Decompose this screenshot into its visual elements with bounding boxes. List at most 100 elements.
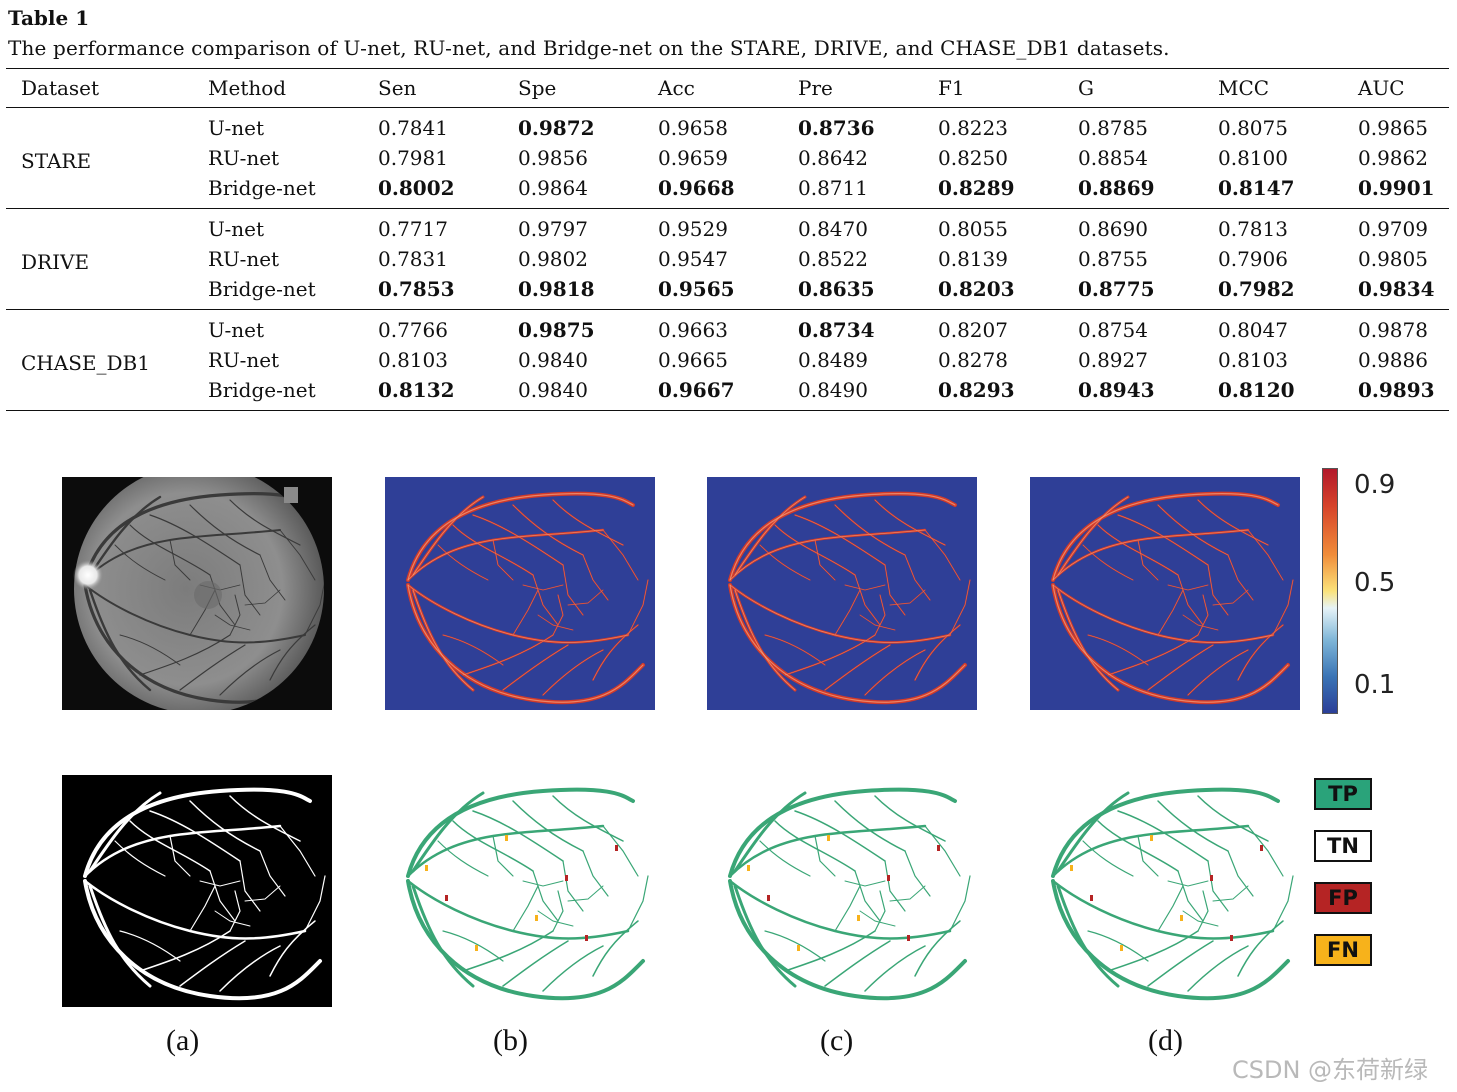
col-header: Pre bbox=[798, 76, 833, 100]
vessel-segment bbox=[532, 574, 559, 626]
metric-cell: 0.8120 bbox=[1218, 378, 1295, 402]
vessel-segment bbox=[512, 589, 539, 636]
vessel-segment bbox=[949, 579, 971, 636]
error-speck bbox=[747, 865, 750, 871]
vessel-segment bbox=[1212, 885, 1249, 902]
subfigure-label-d: (d) bbox=[1148, 1024, 1183, 1057]
vessel-segment bbox=[824, 644, 891, 691]
dataset-group: CHASE_DB1 U-net 0.7766 0.9875 0.9663 0.8734 0.… bbox=[6, 310, 1449, 411]
error-speck bbox=[535, 915, 538, 921]
vessel-segment bbox=[114, 840, 166, 877]
vessel-segment bbox=[784, 634, 876, 676]
method-cell: RU-net bbox=[208, 247, 280, 271]
vessel-segment bbox=[259, 554, 286, 601]
metric-cell: 0.8293 bbox=[938, 378, 1015, 402]
vessel-segment bbox=[562, 564, 584, 616]
metric-cell: 0.8522 bbox=[798, 247, 868, 271]
vessel-segment bbox=[179, 940, 246, 987]
vessel-segment bbox=[537, 614, 574, 631]
vessel-segment bbox=[88, 791, 162, 873]
vessel-segment bbox=[1207, 564, 1229, 616]
metric-cell: 0.8869 bbox=[1078, 176, 1155, 200]
dataset-cell: CHASE_DB1 bbox=[21, 350, 150, 375]
vessel-segment bbox=[437, 840, 489, 877]
vessel-segment bbox=[1082, 840, 1134, 877]
error-speck bbox=[425, 865, 428, 871]
vessel-segment bbox=[1227, 554, 1254, 601]
vessel-segment bbox=[129, 820, 211, 872]
col-header: Method bbox=[208, 76, 287, 100]
vessel-segment bbox=[774, 820, 856, 872]
metric-cell: 0.9865 bbox=[1358, 116, 1428, 140]
error-speck bbox=[887, 875, 890, 881]
metric-cell: 0.8927 bbox=[1078, 348, 1148, 372]
vessel-segment bbox=[729, 493, 956, 581]
vessel-segment bbox=[1137, 539, 1159, 581]
colorbar-tick: 0.5 bbox=[1354, 568, 1396, 598]
performance-table: Dataset Method Sen Spe Acc Pre F1 G MCC … bbox=[6, 68, 1449, 411]
metric-cell: 0.8100 bbox=[1218, 146, 1288, 170]
metric-cell: 0.9834 bbox=[1358, 277, 1435, 301]
metric-cell: 0.9862 bbox=[1358, 146, 1428, 170]
vessel-segment bbox=[602, 529, 639, 581]
metric-cell: 0.8943 bbox=[1078, 378, 1155, 402]
vessel-segment bbox=[854, 870, 881, 922]
error-speck bbox=[907, 935, 910, 941]
vessel-segment bbox=[88, 884, 152, 988]
vessel-segment bbox=[794, 514, 886, 566]
method-cell: Bridge-net bbox=[208, 378, 316, 402]
vessel-segment bbox=[472, 514, 564, 566]
vessel-segment bbox=[492, 539, 514, 581]
vessel-segment bbox=[734, 589, 796, 691]
vessel-segment bbox=[442, 930, 504, 962]
table-caption: The performance comparison of U-net, RU-… bbox=[8, 36, 1170, 60]
vessel-segment bbox=[1097, 820, 1179, 872]
metric-cell: 0.7813 bbox=[1218, 217, 1288, 241]
metric-cell: 0.9667 bbox=[658, 378, 735, 402]
table-row: DRIVE U-net 0.7717 0.9797 0.9529 0.8470 0.8055… bbox=[6, 209, 1449, 274]
metric-cell: 0.9840 bbox=[518, 348, 588, 372]
ground-truth-mask bbox=[62, 775, 332, 1007]
metric-cell: 0.9875 bbox=[518, 318, 595, 342]
vessel-segment bbox=[304, 875, 326, 932]
dataset-cell: STARE bbox=[21, 148, 92, 173]
vessel-segment bbox=[602, 825, 639, 877]
vessel-segment bbox=[627, 579, 649, 636]
metric-cell: 0.9901 bbox=[1358, 176, 1435, 200]
vessel-segment bbox=[522, 584, 564, 591]
vessel-segment bbox=[472, 810, 564, 862]
vessel-segment bbox=[1157, 800, 1229, 852]
vessel-segment bbox=[592, 624, 639, 681]
vessel-segment bbox=[552, 890, 564, 932]
metric-cell: 0.7841 bbox=[378, 116, 448, 140]
vessel-segment bbox=[844, 584, 886, 591]
vessel-segment bbox=[462, 930, 554, 972]
vessel-segment bbox=[199, 880, 241, 887]
vessel-segment bbox=[214, 910, 251, 927]
metric-cell: 0.9872 bbox=[518, 116, 595, 140]
method-cell: U-net bbox=[208, 217, 265, 241]
vessel-segment bbox=[1057, 589, 1119, 691]
metric-cell: 0.8103 bbox=[1218, 348, 1288, 372]
metric-cell: 0.9893 bbox=[1358, 378, 1435, 402]
vessel-segment bbox=[1207, 860, 1229, 912]
metric-cell: 0.8854 bbox=[1078, 146, 1148, 170]
method-cell: RU-net bbox=[208, 348, 280, 372]
vessel-segment bbox=[567, 885, 604, 902]
error-speck bbox=[827, 835, 830, 841]
vessel-segment bbox=[949, 875, 971, 932]
watermark: CSDN @东荷新绿 bbox=[1232, 1056, 1429, 1084]
vessel-segment bbox=[1182, 614, 1219, 631]
table-row: RU-net 0.7981 0.9856 0.9659 0.8642 0.8250 0.88… bbox=[6, 143, 1449, 173]
metric-cell: 0.9878 bbox=[1358, 318, 1428, 342]
vessel-segment bbox=[562, 860, 584, 912]
vessel-segment bbox=[407, 493, 634, 581]
vessel-segment bbox=[729, 584, 966, 703]
vessel-segment bbox=[552, 795, 624, 842]
vessel-segment bbox=[229, 499, 301, 546]
col-header: MCC bbox=[1218, 76, 1270, 100]
metric-cell: 0.8785 bbox=[1078, 116, 1148, 140]
vessel-segment bbox=[114, 544, 166, 581]
vessel-segment bbox=[1097, 524, 1179, 576]
table-title: Table 1 bbox=[8, 6, 90, 30]
